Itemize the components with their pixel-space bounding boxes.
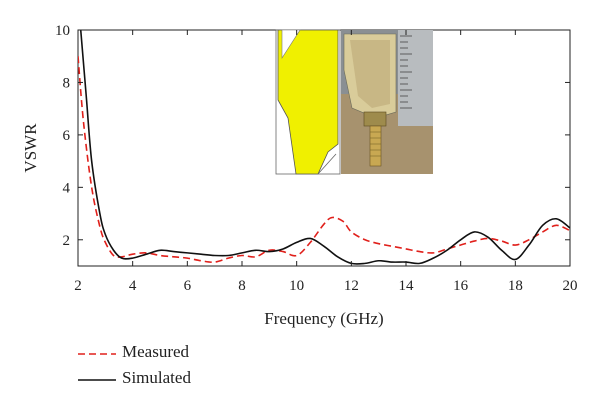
y-tick-label: 10 <box>55 23 70 39</box>
series-layer <box>78 30 570 265</box>
vswr-chart: 2 4 6 8 10 12 14 16 18 20 2 4 6 8 10 Frequency (GHz) V… <box>21 23 578 328</box>
x-tick-label: 16 <box>453 278 469 294</box>
y-tick-label: 6 <box>63 128 71 144</box>
x-tick-label: 14 <box>399 278 415 294</box>
legend-swatch-simulated <box>78 379 116 381</box>
y-tick-label: 4 <box>63 180 71 196</box>
y-axis-label: VSWR <box>21 123 40 173</box>
antenna-photo-inset <box>275 29 433 175</box>
y-tick-label: 8 <box>63 75 71 91</box>
legend-label-simulated: Simulated <box>122 368 191 387</box>
x-tick-label: 8 <box>238 278 246 294</box>
series-line-measured <box>78 56 570 263</box>
sma-connector <box>363 111 387 127</box>
legend-swatch-measured <box>78 353 116 355</box>
x-axis-label: Frequency (GHz) <box>264 309 383 328</box>
legend-label-measured: Measured <box>122 342 190 361</box>
y-tick-label: 2 <box>63 233 71 249</box>
x-tick-label: 4 <box>129 278 137 294</box>
x-tick-label: 18 <box>508 278 523 294</box>
x-tick-label: 20 <box>563 278 578 294</box>
series-line-simulated <box>79 30 570 265</box>
x-tick-label: 10 <box>289 278 304 294</box>
x-tick-label: 12 <box>344 278 359 294</box>
x-tick-label: 6 <box>184 278 192 294</box>
axes-layer: 2 4 6 8 10 12 14 16 18 20 2 4 6 8 10 <box>55 23 578 294</box>
x-tick-label: 2 <box>74 278 82 294</box>
